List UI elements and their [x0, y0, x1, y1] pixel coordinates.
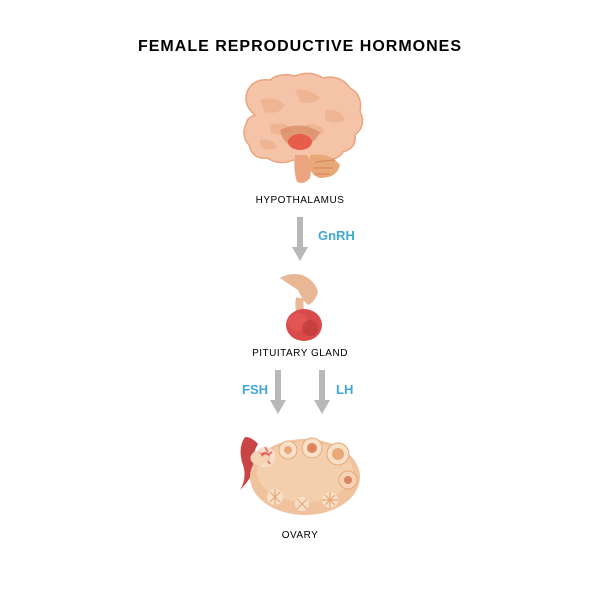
pituitary-label: PITUITARY GLAND — [0, 348, 600, 359]
ovary-organ — [230, 422, 370, 527]
hypothalamus-organ — [225, 70, 375, 195]
hormone-lh: LH — [336, 382, 353, 397]
ovary-label: OVARY — [0, 530, 600, 541]
arrow-fsh — [268, 368, 288, 421]
pituitary-organ — [260, 270, 340, 350]
hormone-gnrh: GnRH — [318, 228, 355, 243]
diagram-title: FEMALE REPRODUCTIVE HORMONES — [0, 38, 600, 56]
hypothalamus-label: HYPOTHALAMUS — [0, 195, 600, 206]
arrow-lh — [312, 368, 332, 421]
hormone-fsh: FSH — [242, 382, 268, 397]
arrow-gnrh — [290, 215, 310, 268]
